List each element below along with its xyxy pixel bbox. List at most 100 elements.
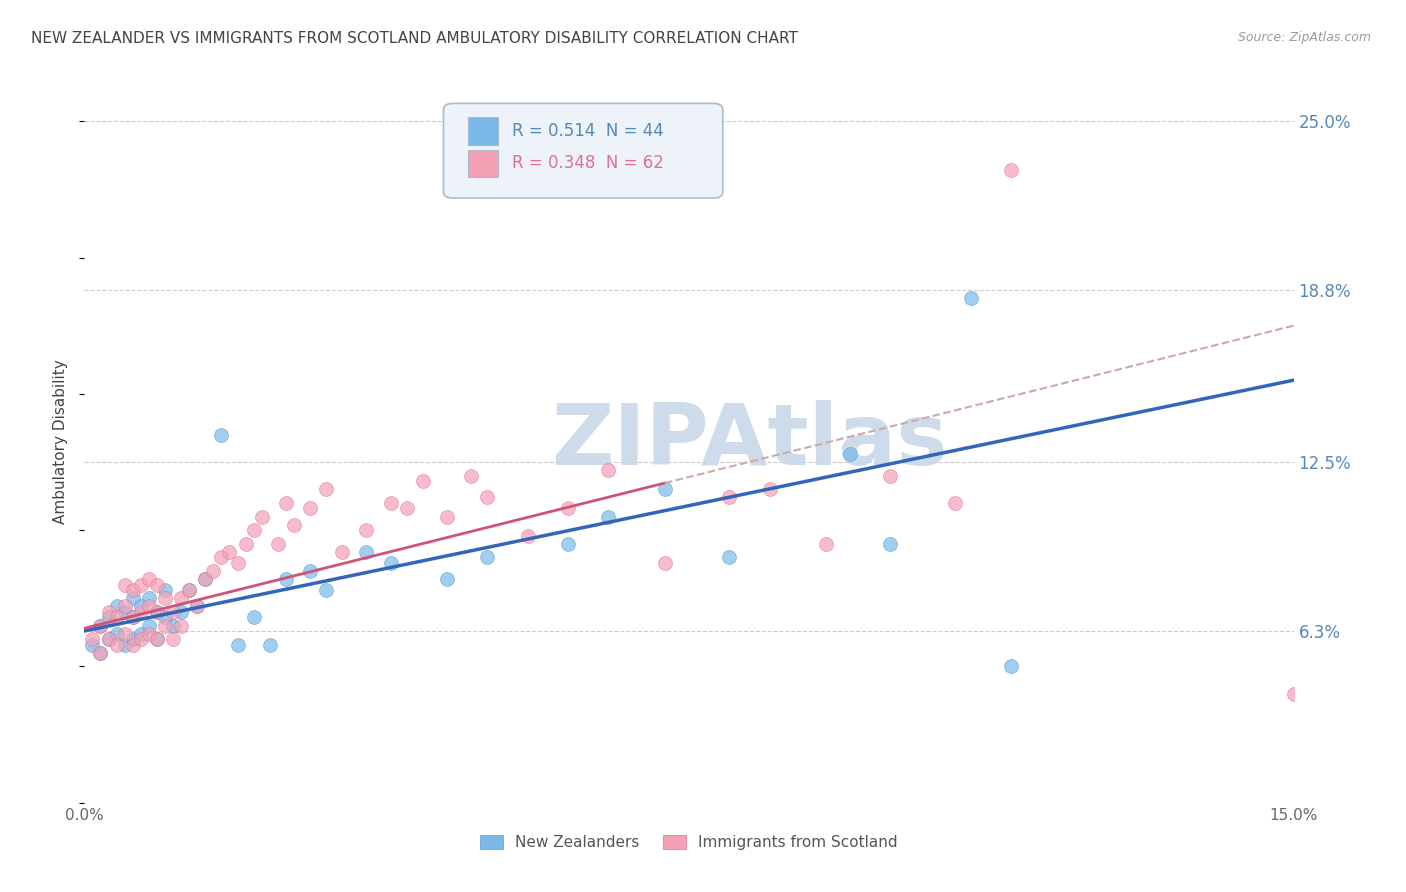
Point xyxy=(179,583,201,598)
Point xyxy=(315,482,337,496)
Point xyxy=(105,626,128,640)
Point xyxy=(162,632,184,647)
Point xyxy=(170,618,193,632)
Point xyxy=(380,556,402,570)
Point xyxy=(242,610,264,624)
Legend: New Zealanders, Immigrants from Scotland: New Zealanders, Immigrants from Scotland xyxy=(474,830,904,856)
Point xyxy=(814,537,837,551)
Point xyxy=(162,605,184,619)
Point xyxy=(138,591,160,606)
Point xyxy=(121,583,143,598)
Point xyxy=(121,638,143,652)
Point xyxy=(274,572,297,586)
Point xyxy=(121,610,143,624)
Point xyxy=(82,632,104,647)
Point xyxy=(598,463,620,477)
Point xyxy=(194,572,217,586)
Point xyxy=(105,638,128,652)
Point xyxy=(718,550,741,565)
Point xyxy=(299,501,322,516)
Point xyxy=(274,496,297,510)
Point xyxy=(283,517,305,532)
Point xyxy=(129,577,152,591)
Point xyxy=(114,605,136,619)
Point xyxy=(1000,163,1022,178)
Point xyxy=(226,556,249,570)
Point xyxy=(218,545,240,559)
Point xyxy=(138,572,160,586)
Point xyxy=(146,605,169,619)
Point xyxy=(202,564,225,578)
Point xyxy=(138,626,160,640)
Point xyxy=(477,550,499,565)
Point xyxy=(186,599,208,614)
Point xyxy=(460,468,482,483)
Point xyxy=(209,427,232,442)
Point xyxy=(960,292,983,306)
Point xyxy=(839,447,862,461)
Point xyxy=(170,605,193,619)
Point xyxy=(153,618,176,632)
Point xyxy=(162,618,184,632)
Point xyxy=(89,646,111,660)
Point xyxy=(146,605,169,619)
Point xyxy=(380,496,402,510)
Point xyxy=(129,632,152,647)
Point xyxy=(356,523,378,537)
Point xyxy=(138,599,160,614)
Point xyxy=(97,610,120,624)
Point xyxy=(129,605,152,619)
Point xyxy=(129,626,152,640)
Point xyxy=(879,537,901,551)
Point xyxy=(146,632,169,647)
Point xyxy=(114,626,136,640)
Point xyxy=(89,618,111,632)
Point xyxy=(105,599,128,614)
Point xyxy=(121,591,143,606)
Point xyxy=(598,509,620,524)
Point xyxy=(146,577,169,591)
Point xyxy=(654,556,676,570)
FancyBboxPatch shape xyxy=(443,103,723,198)
FancyBboxPatch shape xyxy=(468,150,498,178)
Point xyxy=(718,491,741,505)
Point xyxy=(436,572,458,586)
Point xyxy=(89,646,111,660)
Point xyxy=(114,599,136,614)
Text: R = 0.514  N = 44: R = 0.514 N = 44 xyxy=(512,122,664,140)
Point xyxy=(153,610,176,624)
Point xyxy=(89,618,111,632)
Point xyxy=(299,564,322,578)
Point xyxy=(259,638,281,652)
FancyBboxPatch shape xyxy=(468,117,498,145)
Point xyxy=(758,482,780,496)
Point xyxy=(138,618,160,632)
Y-axis label: Ambulatory Disability: Ambulatory Disability xyxy=(53,359,69,524)
Point xyxy=(943,496,966,510)
Point xyxy=(235,537,257,551)
Point xyxy=(97,605,120,619)
Point xyxy=(97,632,120,647)
Text: Source: ZipAtlas.com: Source: ZipAtlas.com xyxy=(1237,31,1371,45)
Point xyxy=(1000,659,1022,673)
Point xyxy=(153,583,176,598)
Point xyxy=(477,491,499,505)
Point xyxy=(121,610,143,624)
Point xyxy=(114,638,136,652)
Point xyxy=(654,482,676,496)
Point xyxy=(436,509,458,524)
Point xyxy=(170,591,193,606)
Point xyxy=(121,632,143,647)
Point xyxy=(82,638,104,652)
Point xyxy=(186,599,208,614)
Point xyxy=(250,509,273,524)
Point xyxy=(516,528,538,542)
Point xyxy=(315,583,337,598)
Point xyxy=(330,545,353,559)
Point xyxy=(412,474,434,488)
Text: NEW ZEALANDER VS IMMIGRANTS FROM SCOTLAND AMBULATORY DISABILITY CORRELATION CHAR: NEW ZEALANDER VS IMMIGRANTS FROM SCOTLAN… xyxy=(31,31,797,46)
Point xyxy=(557,537,579,551)
Point xyxy=(879,468,901,483)
Point xyxy=(105,610,128,624)
Point xyxy=(179,583,201,598)
